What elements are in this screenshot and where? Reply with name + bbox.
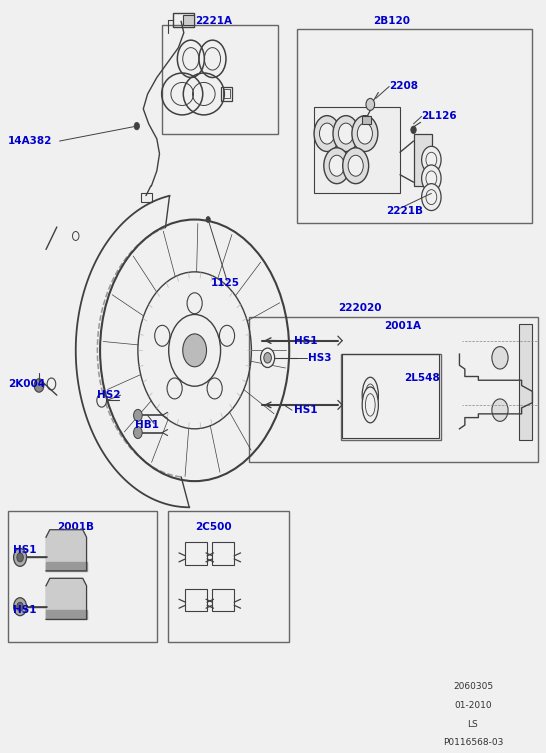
Circle shape [134,123,140,130]
Circle shape [348,155,363,176]
Bar [519,325,532,440]
Text: 2208: 2208 [389,81,418,92]
Text: 01-2010: 01-2010 [454,701,492,710]
Circle shape [17,553,23,562]
Bar [173,14,193,26]
Text: HS1: HS1 [294,405,317,415]
Polygon shape [46,611,87,620]
Ellipse shape [362,387,378,423]
Text: HS2: HS2 [97,390,121,400]
Circle shape [14,598,27,616]
Text: LS: LS [467,720,478,729]
Circle shape [333,116,359,151]
Circle shape [134,427,142,438]
Bar [162,25,278,133]
Bar [212,589,234,611]
Circle shape [357,123,372,144]
Circle shape [97,394,106,407]
Bar [248,317,538,462]
Circle shape [426,171,437,186]
Circle shape [339,123,353,144]
Polygon shape [46,562,87,571]
Polygon shape [46,578,87,620]
Ellipse shape [365,384,375,407]
Text: 2L548: 2L548 [404,373,440,383]
Text: P0116568-03: P0116568-03 [443,738,503,747]
Circle shape [422,146,441,173]
Circle shape [319,123,335,144]
Circle shape [314,116,340,151]
Polygon shape [46,529,87,571]
Text: 2221A: 2221A [194,16,232,26]
Bar [212,542,234,565]
Text: 2B120: 2B120 [373,16,410,26]
Bar [168,511,289,642]
Bar [298,29,532,224]
Bar [186,542,207,565]
Circle shape [329,155,345,176]
Bar [183,15,193,25]
Text: 14A382: 14A382 [8,136,52,146]
Circle shape [426,190,437,205]
Text: 1125: 1125 [211,278,240,288]
Circle shape [34,379,44,392]
Text: 2L126: 2L126 [422,111,457,121]
Bar [341,354,441,440]
Text: HS3: HS3 [308,353,331,363]
Circle shape [411,126,416,133]
Text: 2001A: 2001A [384,322,421,331]
Circle shape [206,217,210,223]
Circle shape [352,116,378,151]
Bar [361,117,371,123]
Bar [413,133,432,186]
Circle shape [492,346,508,369]
Text: 2001B: 2001B [57,523,94,532]
Text: HS1: HS1 [13,605,36,614]
Circle shape [426,152,437,167]
Circle shape [422,165,441,192]
Bar [140,193,152,202]
Circle shape [14,548,27,566]
Ellipse shape [365,394,375,416]
Bar [8,511,157,642]
Bar [223,90,230,99]
Circle shape [183,334,206,367]
Bar [313,108,400,194]
Bar [186,589,207,611]
Circle shape [264,352,271,363]
Text: 2060305: 2060305 [453,682,493,691]
Bar [221,87,232,101]
Text: 2K004: 2K004 [8,379,45,389]
Circle shape [343,148,369,184]
Text: 2C500: 2C500 [194,523,232,532]
Circle shape [422,184,441,211]
Circle shape [492,399,508,422]
Circle shape [324,148,350,184]
Circle shape [134,410,142,422]
Text: 222020: 222020 [338,303,381,313]
Circle shape [366,99,375,111]
Text: 2221B: 2221B [387,206,424,215]
Circle shape [17,602,23,611]
Bar [342,354,440,437]
Text: HB1: HB1 [135,420,159,430]
Ellipse shape [362,377,378,413]
Text: HS1: HS1 [13,545,36,555]
Circle shape [260,348,275,367]
Text: HS1: HS1 [294,336,317,346]
